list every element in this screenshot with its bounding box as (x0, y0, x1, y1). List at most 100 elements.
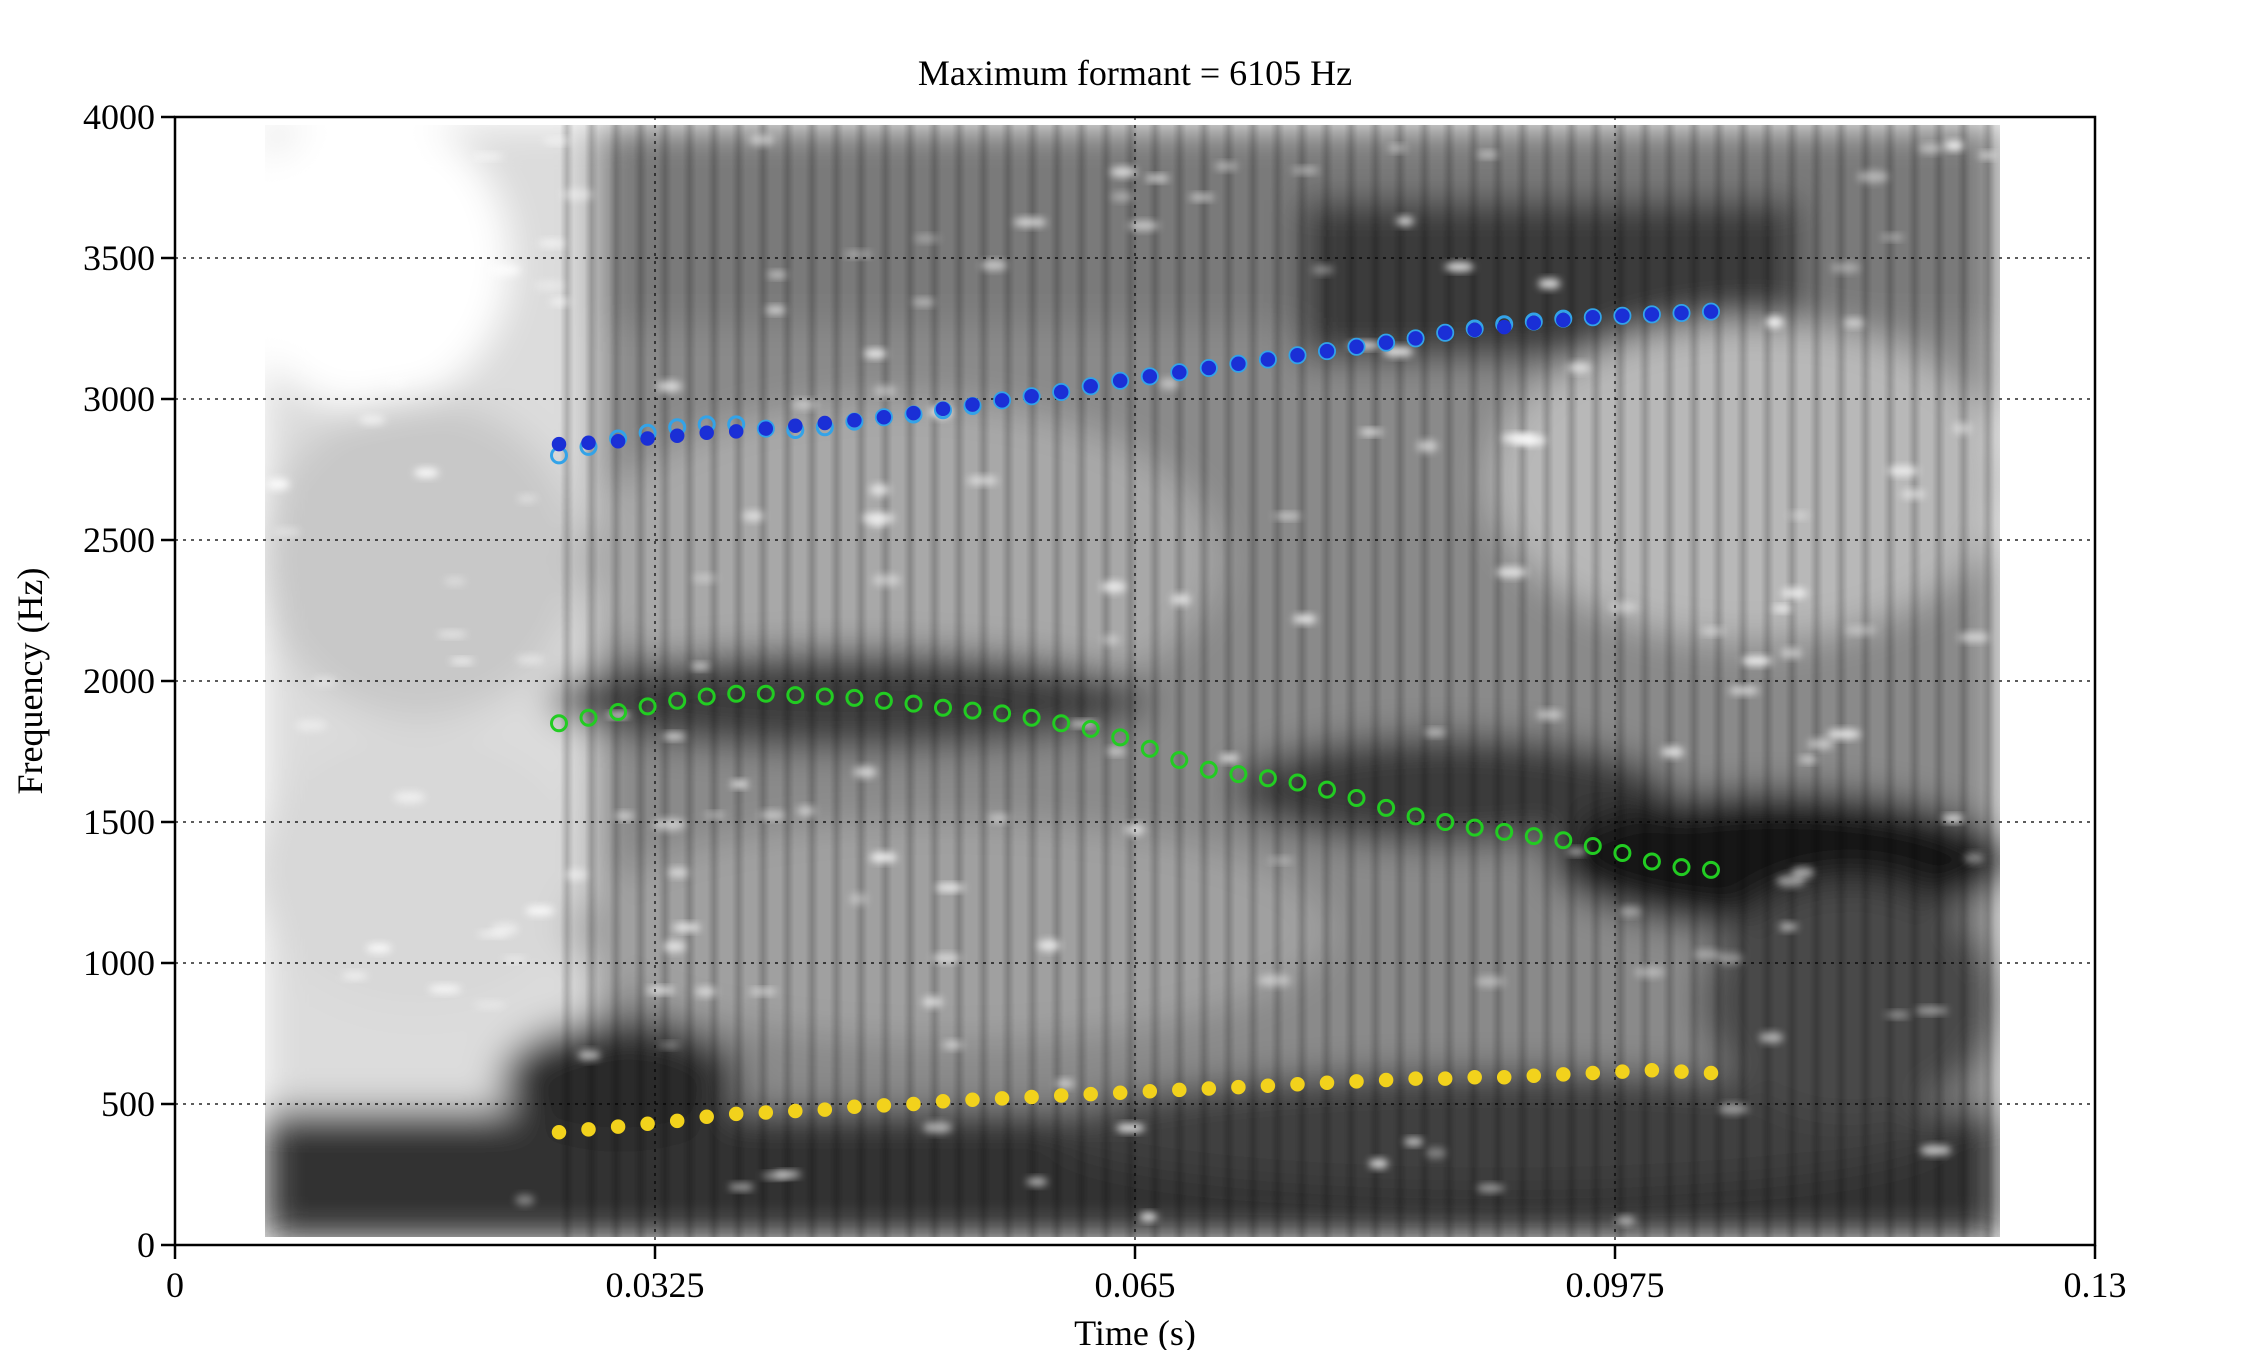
data-point (1111, 371, 1130, 390)
data-point (1201, 1081, 1217, 1096)
spectrogram-stripe (1123, 125, 1138, 1237)
spectrogram-spot (765, 306, 786, 314)
spectrogram-stripe (1956, 125, 1971, 1237)
spectrogram-spot (560, 188, 594, 201)
spectrogram-spot (1843, 318, 1865, 328)
spectrogram-spot (1915, 1006, 1949, 1015)
data-point (1524, 827, 1543, 846)
spectrogram-spot (863, 349, 888, 359)
spectrogram-stripe (1319, 125, 1334, 1237)
y-tick-label: 0 (137, 1225, 155, 1265)
y-tick-label: 1500 (83, 802, 155, 842)
spectrogram-spot (428, 984, 462, 994)
y-tick-label: 3500 (83, 238, 155, 278)
x-axis: 0 0.0325 0.065 0.0975 0.13 (166, 1245, 2127, 1305)
spectrogram-spot (515, 655, 545, 665)
spectrogram-spot (1963, 853, 1984, 864)
data-point (847, 412, 862, 428)
spectrogram-stripe (1687, 125, 1701, 1237)
spectrogram-stripe (1564, 125, 1579, 1237)
data-point (786, 686, 805, 705)
data-point (904, 694, 923, 713)
data-point (610, 1119, 626, 1134)
spectrogram-spot (872, 574, 901, 586)
data-point (934, 698, 952, 717)
spectrogram-spot (1775, 875, 1806, 887)
data-point (1496, 319, 1512, 335)
spectrogram-spot (1886, 465, 1920, 476)
data-point (1642, 305, 1661, 324)
spectrogram-stripe (1246, 125, 1260, 1237)
spectrogram-spot (1957, 632, 1990, 643)
data-point (728, 1106, 744, 1122)
spectrogram-stripe (731, 125, 746, 1237)
data-point (935, 1093, 951, 1109)
data-point (1554, 831, 1573, 850)
spectrogram-stripe (1515, 125, 1530, 1237)
data-point (815, 687, 834, 706)
spectrogram-spot (525, 905, 555, 916)
data-point (1199, 760, 1218, 779)
data-point (1319, 1075, 1335, 1091)
data-point (758, 421, 774, 436)
data-point (638, 697, 657, 716)
data-point (1083, 379, 1098, 394)
data-point (551, 1124, 567, 1140)
data-point (1583, 837, 1602, 855)
spectrogram-spot (1475, 976, 1506, 987)
y-tick-label: 1000 (83, 943, 155, 983)
spectrogram-spot (1978, 151, 1997, 160)
data-point (1260, 352, 1276, 367)
spectrogram-spot (1273, 512, 1302, 520)
spectrogram-spot (1885, 1011, 1910, 1019)
data-point (965, 397, 980, 412)
spectrogram-spot (760, 1172, 791, 1179)
spectrogram-spot (1778, 922, 1798, 931)
spectrogram-spot (1538, 278, 1561, 289)
data-point (1349, 339, 1364, 355)
data-point (1408, 1071, 1423, 1086)
y-tick-label: 4000 (83, 97, 155, 137)
data-point (847, 1099, 862, 1115)
data-point (1140, 367, 1159, 386)
data-point (697, 687, 716, 706)
data-point (817, 415, 833, 431)
data-point (845, 688, 864, 707)
spectrogram-spot (1425, 1147, 1447, 1159)
spectrogram-spot (472, 153, 504, 160)
data-point (1142, 369, 1158, 384)
data-point (756, 419, 775, 438)
spectrogram-spot (295, 719, 327, 731)
data-point (1053, 384, 1069, 400)
spectrogram-spot (1830, 262, 1861, 273)
data-point (1229, 354, 1248, 373)
data-point (1467, 1069, 1482, 1085)
spectrogram-spot (1501, 433, 1536, 443)
data-point (1703, 1065, 1719, 1081)
spectrogram-spot (1798, 756, 1819, 764)
y-axis: 0 500 1000 1500 2000 2500 3000 3500 4000 (83, 97, 175, 1265)
spectrogram-spot (1101, 634, 1120, 645)
spectrogram-spot (1257, 974, 1292, 987)
spectrogram-spot (515, 1194, 535, 1206)
data-point (640, 1116, 655, 1131)
data-point (1022, 387, 1041, 406)
data-point (876, 1098, 892, 1113)
spectrogram-spot (1388, 144, 1407, 152)
spectrogram-spot (869, 484, 891, 496)
data-point (1674, 305, 1689, 321)
spectrogram-spot (1395, 216, 1414, 226)
data-point (1406, 329, 1425, 348)
data-point (1349, 1074, 1364, 1089)
spectrogram-spot (1615, 1216, 1636, 1225)
data-point (640, 431, 655, 446)
data-point (1408, 331, 1423, 346)
y-tick-label: 2000 (83, 661, 155, 701)
spectrogram-spot (1054, 1079, 1075, 1089)
spectrogram-spot (1567, 362, 1591, 373)
data-point (1377, 333, 1396, 352)
data-point (579, 708, 598, 727)
data-point (609, 703, 628, 721)
spectrogram-spot (791, 399, 818, 410)
data-point (758, 1105, 774, 1120)
